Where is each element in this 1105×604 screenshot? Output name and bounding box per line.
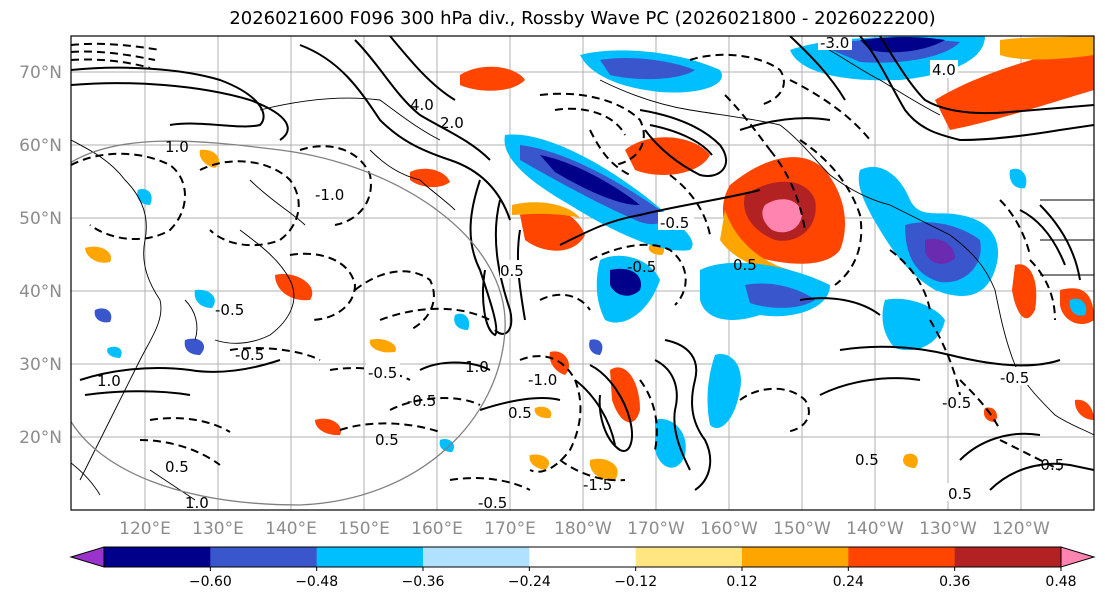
contour-label: -0.5 [368,364,397,382]
contour-label: -0.5 [1000,369,1029,387]
contour-label: 1.0 [185,494,209,512]
contour-label: 1.0 [465,358,489,376]
colorbar-tick-label: 0.24 [833,574,864,590]
lon-tick-label: 140°E [265,519,317,539]
positive-divergence-shading [85,36,1094,481]
coastlines [71,44,1094,501]
colorbar-tick-label: 0.48 [1045,574,1076,590]
colorbar-tick-label: −0.60 [189,574,232,590]
colorbar-tick-label: 0.12 [726,574,757,590]
contour-label: -0.5 [478,494,507,512]
colorbar-swatch [954,547,1062,567]
map-frame [70,35,1095,511]
colorbar-tick-label: −0.24 [508,574,551,590]
contour-label: 4.0 [410,96,434,114]
colorbar-swatch [210,547,318,567]
contour-label: -0.5 [407,392,436,410]
contour-labels: 4.0 -3.0 2.0 1.0 -1.0 0.5 -0.5 -0.5 -0.5… [97,34,1064,512]
colorbar-swatch [529,547,637,567]
negative-contours [71,42,1061,491]
colorbar: −0.60 −0.48 −0.36 −0.24 −0.12 0.12 0.24 0.36 0.4… [69,546,1096,590]
lat-tick-label: 40°N [19,282,62,302]
contour-label: 0.5 [500,262,524,280]
colorbar-tick-label: −0.12 [614,574,657,590]
contour-label: 4.0 [932,61,956,79]
contour-label: -0.5 [1035,456,1064,474]
colorbar-swatch [742,547,849,567]
colorbar-tick-label: −0.36 [402,574,445,590]
lat-tick-label: 20°N [19,428,62,448]
contour-label: -0.5 [660,214,689,232]
lon-tick-label: 160°E [411,519,463,539]
contour-label: -1.0 [315,186,344,204]
lon-tick-label: 170°E [484,519,536,539]
contour-label: 0.5 [375,431,399,449]
colorbar-swatch [423,547,530,567]
lon-tick-label: 140°W [846,519,904,539]
contour-label: 0.5 [508,404,532,422]
positive-contours [71,36,1094,491]
colorbar-swatch [104,547,211,567]
contour-label: 0.5 [165,458,189,476]
contour-label: -0.5 [942,394,971,412]
negative-divergence-shading [94,36,1087,468]
lon-tick-label: 150°E [338,519,390,539]
contour-label: -0.5 [215,301,244,319]
lon-tick-label: 150°W [773,519,831,539]
lon-tick-label: 180°W [554,519,612,539]
lat-tick-label: 70°N [19,63,62,83]
colorbar-tick-label: 0.36 [939,574,970,590]
colorbar-tick-label: −0.48 [295,574,338,590]
colorbar-swatch [635,547,743,567]
lon-tick-label: 120°W [992,519,1050,539]
lon-tick-label: 170°W [627,519,685,539]
contour-label: -1.5 [583,476,612,494]
latitude-axis: 70°N 60°N 50°N 40°N 30°N 20°N [19,63,62,448]
projection-circle [71,140,506,506]
colorbar-swatch [848,547,956,567]
colorbar-max-extend [1060,546,1096,568]
colorbar-swatch [316,547,424,567]
contour-label: 2.0 [440,114,464,132]
lat-tick-label: 60°N [19,136,62,156]
lon-tick-label: 120°E [119,519,171,539]
chart-title: 2026021600 F096 300 hPa div., Rossby Wav… [229,8,936,29]
contour-label: -0.5 [627,258,656,276]
lon-tick-label: 130°E [192,519,244,539]
lat-tick-label: 30°N [19,355,62,375]
contour-label: 1.0 [97,372,121,390]
colorbar-min-extend [69,546,105,568]
lat-tick-label: 50°N [19,209,62,229]
contour-label: 0.5 [948,485,972,503]
contour-label: -1.0 [528,371,557,389]
lon-tick-label: 130°W [919,519,977,539]
contour-label: -0.5 [235,346,264,364]
colorbar-frame [103,546,1062,568]
contour-label: 1.0 [165,138,189,156]
longitude-axis: 120°E 130°E 140°E 150°E 160°E 170°E 180°… [119,519,1050,539]
contour-label: 0.5 [733,256,757,274]
contour-label: 0.5 [855,451,879,469]
contour-label: -3.0 [820,34,849,52]
lon-tick-label: 160°W [700,519,758,539]
